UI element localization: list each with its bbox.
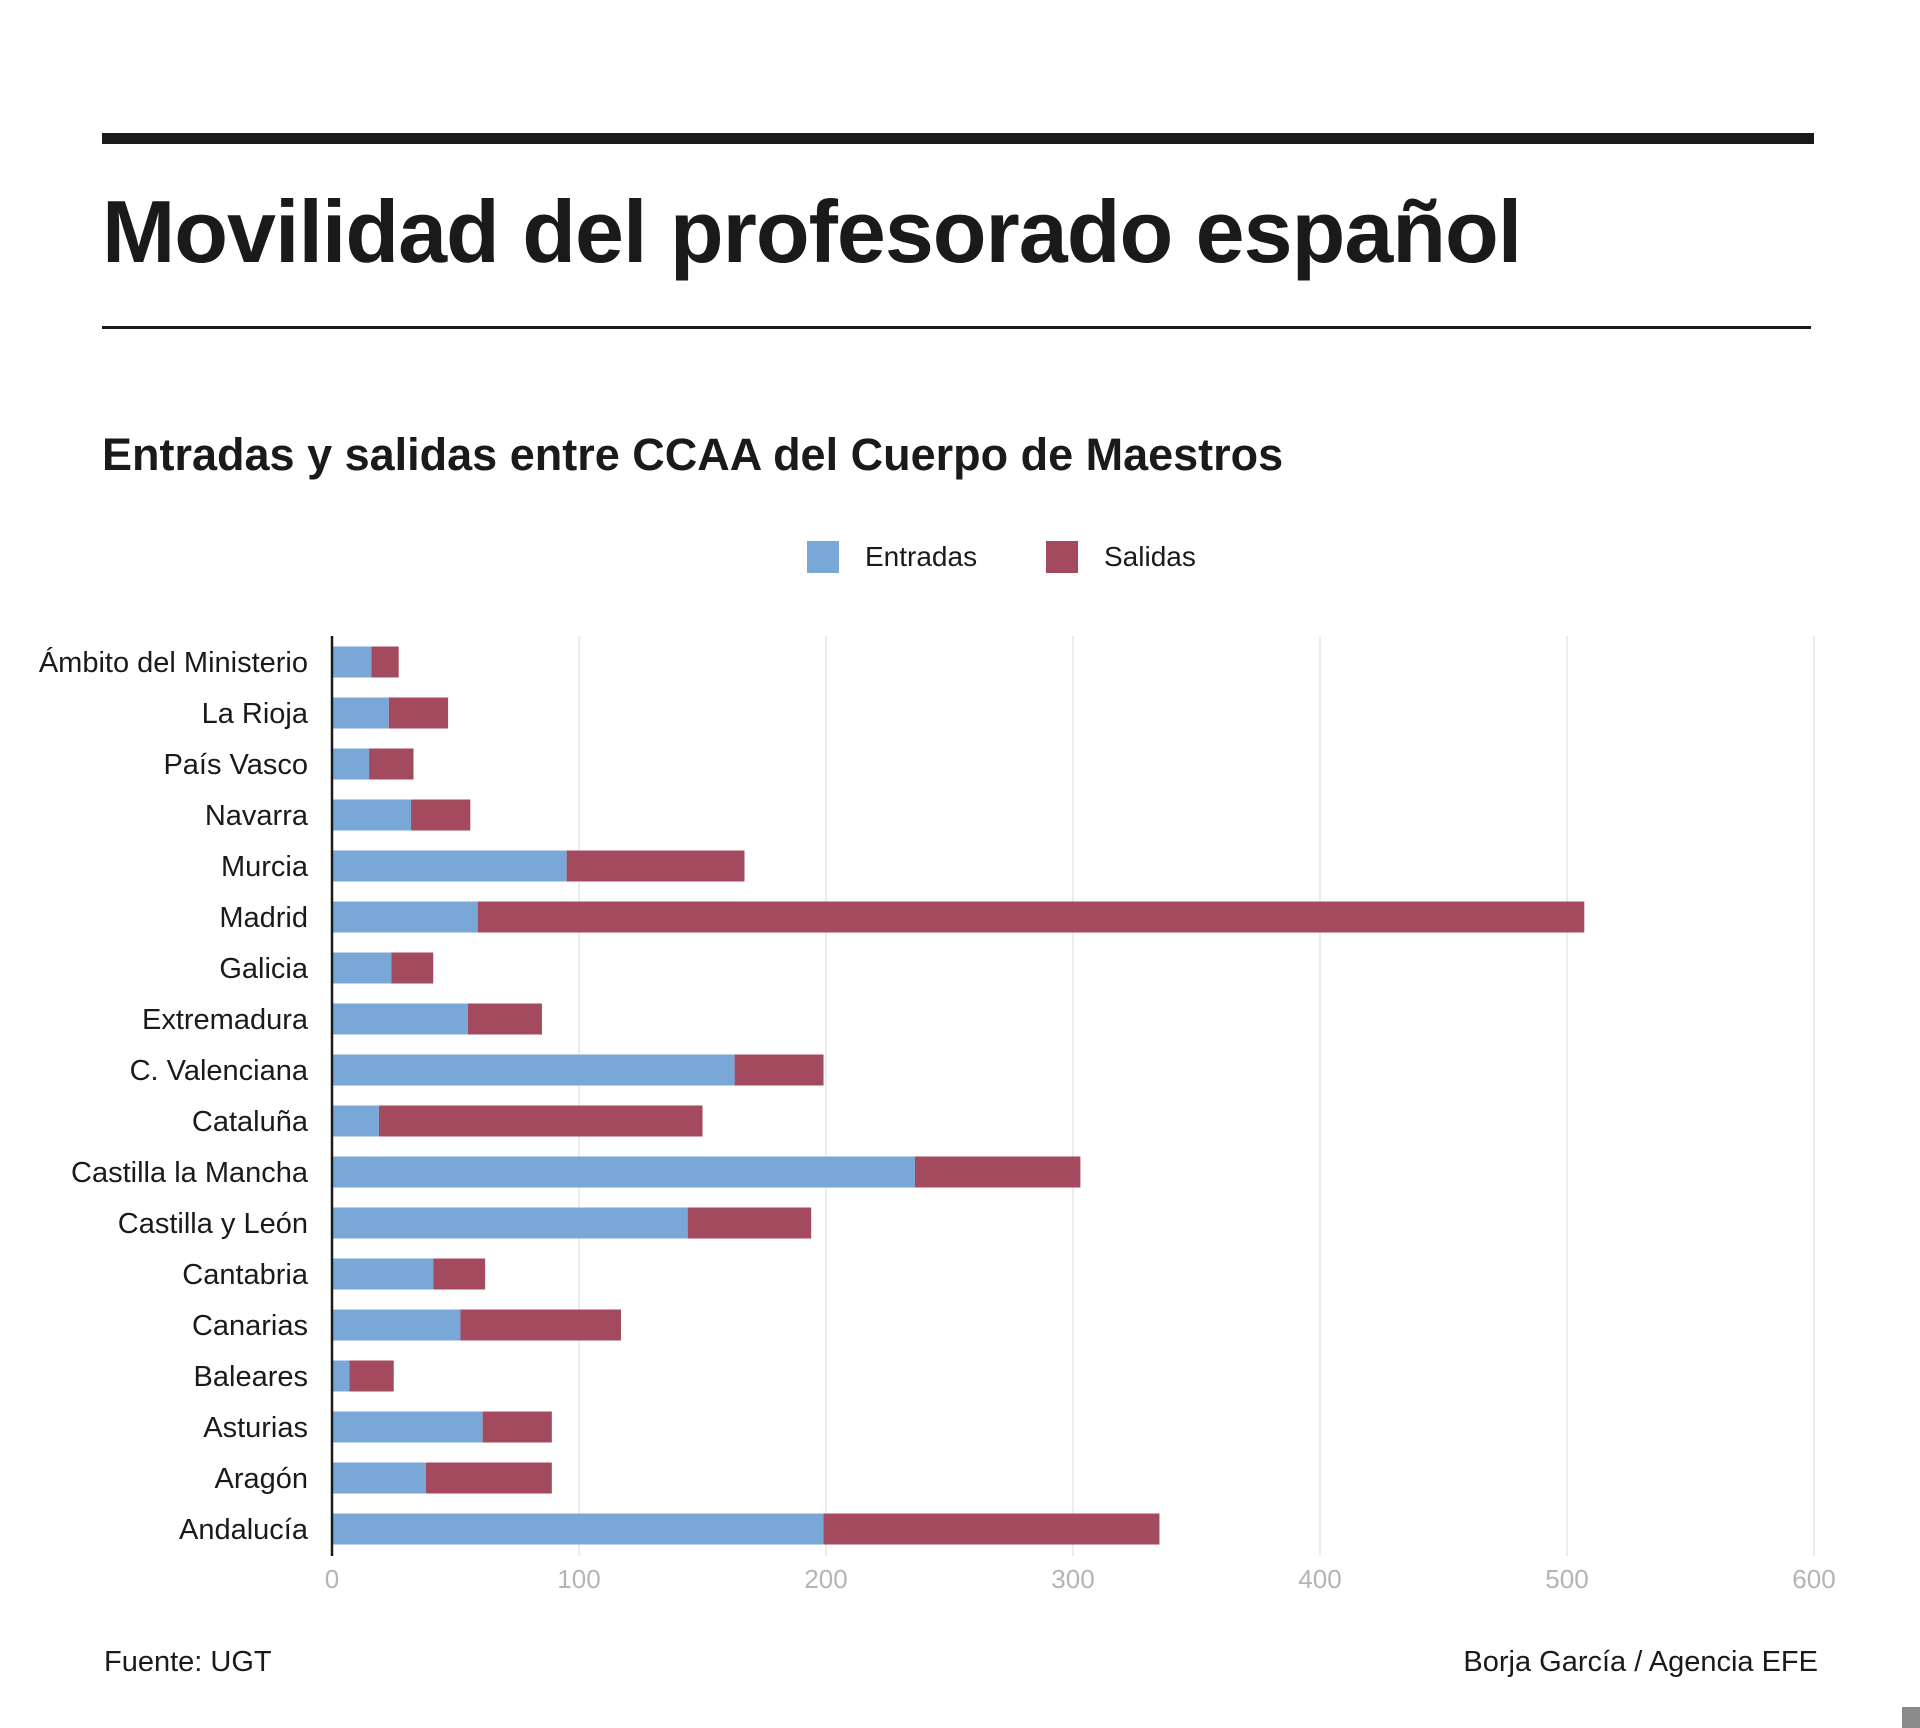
title-divider (102, 326, 1811, 329)
category-label: Asturias (203, 1412, 308, 1444)
bar-salidas (369, 748, 414, 780)
category-label: Cantabria (182, 1259, 309, 1291)
bar-salidas (391, 952, 434, 984)
category-label: Aragón (214, 1463, 308, 1495)
x-tick-label-200: 200 (804, 1564, 847, 1594)
legend-swatch-salidas (1046, 541, 1078, 573)
bar-entradas (332, 799, 412, 831)
bar-entradas (332, 1207, 688, 1239)
top-rule (102, 133, 1814, 144)
bar-entradas (332, 646, 372, 678)
bar-entradas (332, 748, 370, 780)
bar-entradas (332, 901, 478, 933)
category-label: País Vasco (163, 749, 308, 781)
bar-salidas (467, 1003, 542, 1035)
category-label: Andalucía (179, 1514, 309, 1546)
bar-salidas (371, 646, 399, 678)
bar-salidas (460, 1309, 621, 1341)
page-title: Movilidad del profesorado español (102, 182, 1522, 281)
bar-salidas (687, 1207, 812, 1239)
x-tick-label-400: 400 (1298, 1564, 1341, 1594)
bar-salidas (433, 1258, 486, 1290)
category-label: Cataluña (192, 1106, 309, 1138)
source-note: Fuente: UGT (104, 1646, 272, 1678)
bar-salidas (425, 1462, 552, 1494)
bar-entradas (332, 1105, 379, 1137)
bar-salidas (566, 850, 745, 882)
corner-mark (1902, 1707, 1920, 1728)
bar-salidas (411, 799, 471, 831)
x-tick-label-600: 600 (1792, 1564, 1835, 1594)
bar-entradas (332, 1513, 824, 1545)
bar-salidas (482, 1411, 552, 1443)
category-label: C. Valenciana (130, 1055, 309, 1087)
x-tick-label-100: 100 (557, 1564, 600, 1594)
bar-entradas (332, 850, 567, 882)
x-tick-label-0: 0 (325, 1564, 339, 1594)
bar-salidas (734, 1054, 824, 1086)
bar-entradas (332, 952, 392, 984)
chart-title: Entradas y salidas entre CCAA del Cuerpo… (102, 429, 1284, 480)
bar-salidas (477, 901, 1585, 933)
category-label: Extremadura (142, 1004, 309, 1036)
x-tick-label-300: 300 (1051, 1564, 1094, 1594)
chart-legend: Entradas Salidas (0, 537, 1920, 577)
legend-item-salidas: Salidas (1046, 537, 1196, 577)
bar-salidas (349, 1360, 394, 1392)
bar-entradas (332, 697, 389, 729)
bar-salidas (388, 697, 449, 729)
bar-entradas (332, 1003, 468, 1035)
legend-label-entradas: Entradas (865, 541, 978, 572)
category-label: Madrid (219, 902, 308, 934)
category-label: Murcia (221, 851, 309, 883)
credit-note: Borja García / Agencia EFE (1463, 1646, 1818, 1678)
category-label: Galicia (219, 953, 309, 985)
category-label: Castilla y León (118, 1208, 308, 1240)
bar-entradas (332, 1156, 915, 1188)
category-label: Castilla la Mancha (71, 1157, 309, 1189)
x-tick-label-500: 500 (1545, 1564, 1588, 1594)
bar-entradas (332, 1360, 350, 1392)
category-label: Navarra (205, 800, 309, 832)
stacked-bar-chart: 0 100 200 300 400 500 600 Ámbito del Ministerio… (39, 636, 1836, 1594)
bar-salidas (378, 1105, 703, 1137)
bar-salidas (914, 1156, 1081, 1188)
bar-entradas (332, 1309, 461, 1341)
category-label: Canarias (192, 1310, 308, 1342)
bar-salidas (823, 1513, 1160, 1545)
legend-item-entradas: Entradas (807, 537, 977, 577)
category-label: La Rioja (202, 698, 309, 730)
category-label: Baleares (194, 1361, 308, 1393)
legend-swatch-entradas (807, 541, 839, 573)
legend-label-salidas: Salidas (1104, 541, 1196, 572)
category-label: Ámbito del Ministerio (39, 646, 308, 679)
bar-entradas (332, 1462, 426, 1494)
bar-entradas (332, 1411, 483, 1443)
bar-entradas (332, 1054, 735, 1086)
bar-entradas (332, 1258, 434, 1290)
